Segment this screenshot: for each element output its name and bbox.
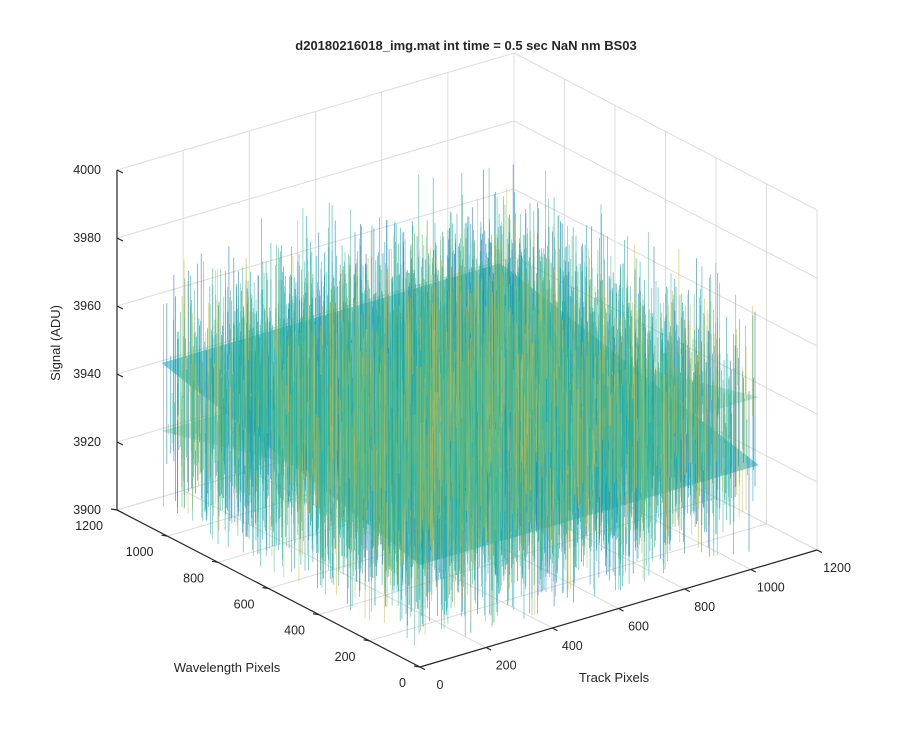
z-tick-mark [116, 169, 124, 174]
back-wall-grid-z [116, 120, 515, 239]
x-tick-label: 800 [694, 600, 715, 614]
z-axis-label: Signal (ADU) [48, 305, 63, 381]
x-tick-mark [816, 549, 823, 554]
y-tick-mark [211, 560, 219, 563]
z-tick-label: 3900 [73, 503, 101, 517]
z-tick-mark [116, 509, 124, 514]
z-tick-label: 3980 [73, 231, 101, 245]
x-tick-mark [552, 627, 558, 632]
y-tick-mark [413, 665, 421, 668]
x-axis-label: Track Pixels [579, 670, 650, 685]
x-tick-label: 200 [496, 659, 517, 673]
surface-layer [161, 164, 759, 646]
x-tick-label: 600 [628, 620, 649, 634]
chart-title: d20180216018_img.mat int time = 0.5 sec … [295, 38, 636, 53]
x-tick-mark [684, 588, 690, 593]
tick-labels: 0 200 400 600 800 1000 1200 0 200 400 600 800 1000 12… [73, 163, 851, 692]
z-tick-label: 3940 [73, 367, 101, 381]
y-tick-mark [312, 613, 320, 616]
y-tick-mark [110, 508, 118, 511]
z-tick-label: 4000 [73, 163, 101, 177]
z-tick-label: 3920 [73, 435, 101, 449]
z-tick-mark [116, 373, 124, 378]
right-wall-grid-z [513, 52, 818, 211]
y-tick-mark [161, 534, 168, 537]
y-tick-label: 800 [183, 571, 204, 585]
z-tick-label: 3960 [73, 299, 101, 313]
z-tick-mark [116, 441, 124, 446]
x-tick-label: 0 [437, 678, 444, 692]
right-wall-grid-z [513, 188, 818, 347]
right-wall-grid-z [513, 120, 818, 279]
x-tick-mark [419, 666, 426, 671]
x-tick-mark [485, 646, 492, 651]
back-wall-grid-z [116, 52, 515, 171]
y-axis-label: Wavelength Pixels [174, 660, 281, 675]
y-tick-label: 1000 [126, 545, 154, 559]
z-tick-mark [116, 305, 124, 310]
x-tick-label: 1000 [757, 581, 785, 595]
y-tick-mark [363, 639, 370, 642]
x-tick-label: 1200 [823, 561, 851, 575]
axis-layer [110, 169, 823, 671]
back-wall-grid-z [116, 188, 515, 307]
x-tick-label: 400 [562, 639, 583, 653]
y-tick-label: 200 [335, 650, 356, 664]
y-tick-label: 1200 [75, 519, 103, 533]
y-tick-mark [262, 586, 269, 590]
x-tick-mark [750, 568, 757, 573]
y-tick-label: 0 [399, 676, 406, 690]
surface-noise-strands [163, 167, 746, 646]
z-tick-mark [116, 237, 124, 242]
y-tick-label: 400 [284, 624, 305, 638]
x-tick-mark [618, 607, 624, 612]
y-tick-label: 600 [234, 598, 255, 612]
